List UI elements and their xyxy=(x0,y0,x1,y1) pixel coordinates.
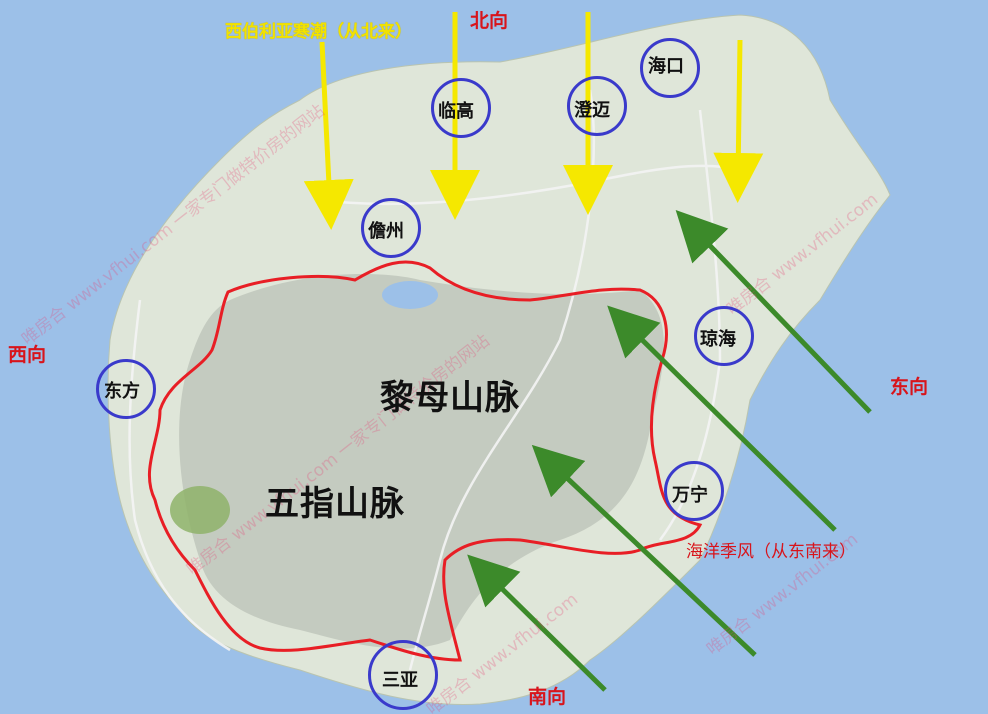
city-lingao: 临高 xyxy=(438,101,474,122)
southeast-wind-arrows xyxy=(467,209,872,692)
city-circle-wanning xyxy=(664,461,724,521)
city-qionghai: 琼海 xyxy=(700,329,736,350)
city-circle-sanya xyxy=(368,640,438,710)
city-circle-danzhou xyxy=(361,198,421,258)
se-arrow-2 xyxy=(607,305,837,532)
city-circle-qionghai xyxy=(694,306,754,366)
city-circle-lingao xyxy=(431,78,491,138)
mountain-range-outline xyxy=(147,260,703,662)
north-wind-label: 西伯利亚寒潮（从北来） xyxy=(225,22,412,42)
north-arrow-1 xyxy=(303,41,354,230)
city-wanning: 万宁 xyxy=(672,485,708,506)
city-circle-dongfang xyxy=(96,359,156,419)
reservoir xyxy=(382,281,438,309)
city-circle-haikou xyxy=(640,38,700,98)
city-dongfang: 东方 xyxy=(104,381,140,402)
city-chengmai: 澄迈 xyxy=(574,100,610,121)
se-arrow-1 xyxy=(675,209,872,414)
direction-south: 南向 xyxy=(528,686,567,708)
wuzhi-mountain-label: 五指山脉 xyxy=(265,484,405,524)
city-sanya: 三亚 xyxy=(382,670,418,691)
city-haikou: 海口 xyxy=(648,56,684,77)
city-danzhou: 儋州 xyxy=(368,221,404,242)
direction-east: 东向 xyxy=(890,376,929,398)
limu-mountain-label: 黎母山脉 xyxy=(380,378,520,418)
direction-west: 西向 xyxy=(8,344,47,366)
city-circle-chengmai xyxy=(567,76,627,136)
mountain-relief xyxy=(179,274,664,649)
se-arrow-3 xyxy=(531,444,757,657)
north-arrow-4 xyxy=(713,39,764,203)
forest-patch xyxy=(170,486,230,534)
southeast-wind-label: 海洋季风（从东南来） xyxy=(686,542,856,562)
direction-north: 北向 xyxy=(470,10,509,32)
se-arrow-4 xyxy=(467,554,607,692)
